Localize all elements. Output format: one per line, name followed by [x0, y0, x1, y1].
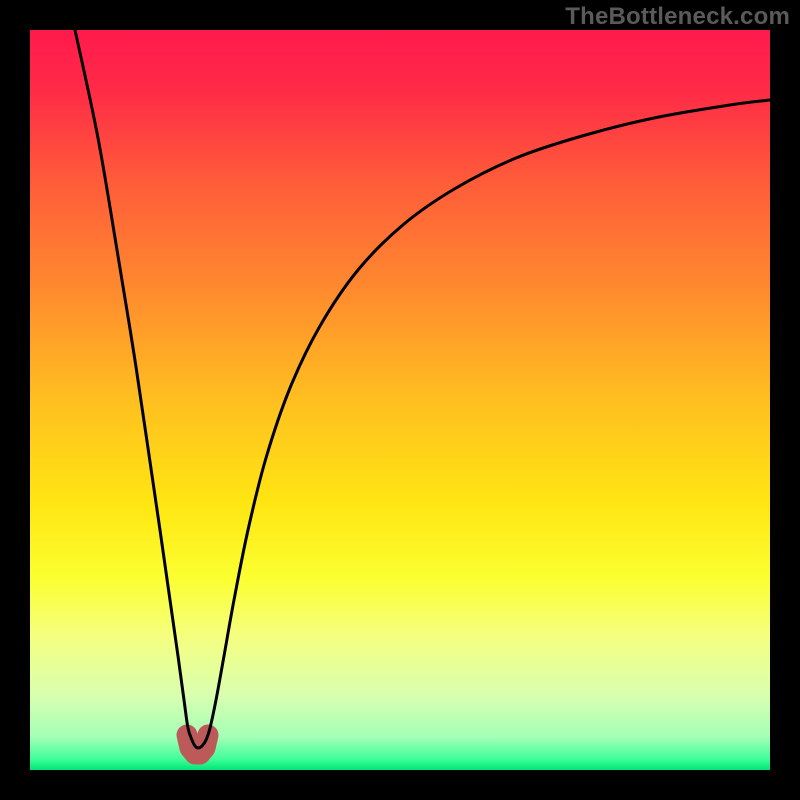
watermark-text: TheBottleneck.com	[565, 3, 790, 31]
bottleneck-curve	[75, 30, 770, 748]
plot-area	[30, 30, 770, 770]
curve-layer	[30, 30, 770, 770]
chart-frame: TheBottleneck.com	[0, 0, 800, 800]
